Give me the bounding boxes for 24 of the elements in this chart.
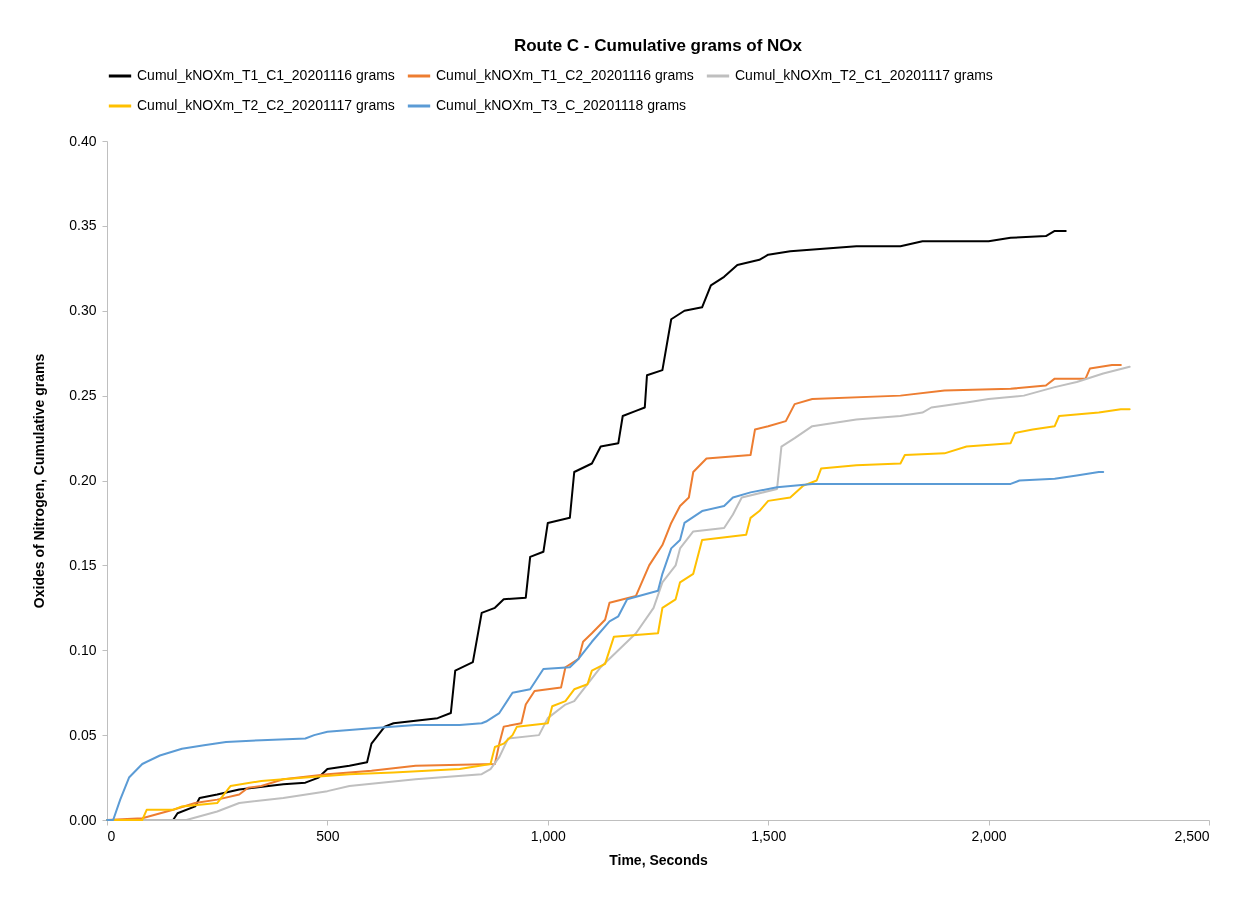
x-tick-label: 1,500 [751,827,787,844]
chart-title: Route C - Cumulative grams of NOx [513,36,803,55]
legend-label: Cumul_kNOXm_T2_C2_20201117 grams [137,97,395,113]
y-tick-label: 0.35 [69,217,97,234]
x-tick-label: 2,000 [971,827,1007,844]
y-tick-label: 0.10 [69,641,97,658]
x-tick-label: 1,000 [530,827,567,844]
y-tick-label: 0.05 [69,726,97,743]
y-tick-label: 0.40 [69,132,97,149]
y-tick-label: 0.25 [69,387,97,404]
legend-label: Cumul_kNOXm_T2_C1_20201117 grams [735,67,993,83]
x-tick-label: 500 [316,827,340,844]
y-tick-label: 0.00 [69,811,97,828]
y-tick-label: 0.30 [69,302,97,319]
y-tick-label: 0.20 [69,472,97,488]
x-tick-label: 0 [107,827,116,844]
legend-label: Cumul_kNOXm_T1_C1_20201116 grams [137,67,395,83]
x-tick-label: 2,500 [1174,827,1210,844]
y-axis-title: Oxides of Nitrogen, Cumulative grams [31,353,48,609]
y-tick-label: 0.15 [69,556,97,573]
x-axis-title: Time, Seconds [609,851,708,868]
legend-label: Cumul_kNOXm_T3_C_20201118 grams [436,97,687,113]
legend-label: Cumul_kNOXm_T1_C2_20201116 grams [436,67,694,83]
line-series [106,471,1105,821]
